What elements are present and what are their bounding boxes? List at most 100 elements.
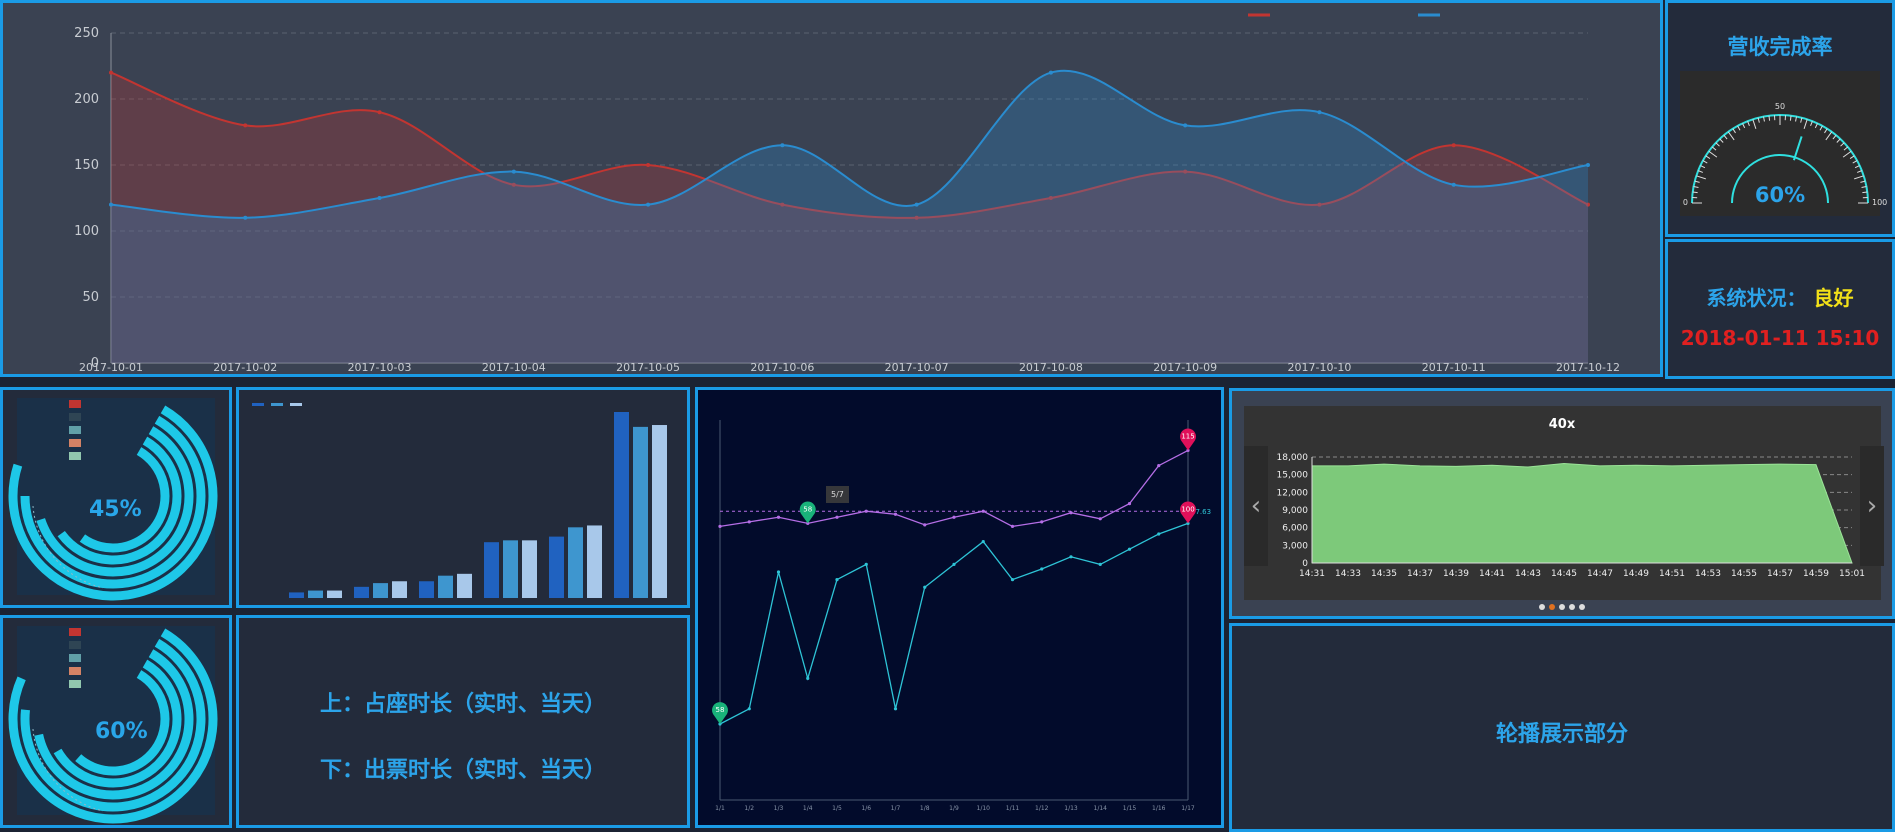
bar xyxy=(392,581,407,598)
x-tick-label: 14:43 xyxy=(1515,569,1541,579)
bar xyxy=(503,540,518,598)
y-tick-label: 12,000 xyxy=(1277,488,1309,498)
series-area-1 xyxy=(111,72,1588,363)
gauge-title: 营收完成率 xyxy=(1727,35,1833,59)
gauge-inner-arc xyxy=(1731,154,1829,204)
data-point xyxy=(835,515,839,519)
average-label: 97.63 xyxy=(1191,508,1211,516)
gauge-tick xyxy=(1824,128,1828,134)
gauge-tick xyxy=(1692,191,1698,194)
x-tick-label: 2017-10-07 xyxy=(885,361,949,374)
carousel-dot[interactable] xyxy=(1579,604,1585,610)
data-point xyxy=(1586,163,1590,167)
gauge-tick-label: 100 xyxy=(1872,198,1887,207)
gauge-tick xyxy=(1752,119,1757,129)
bar xyxy=(327,590,342,598)
mid-marker-label: 58 xyxy=(803,505,812,513)
legend-swatch xyxy=(69,628,81,636)
data-point xyxy=(1010,578,1015,582)
gauge-tick xyxy=(1723,134,1728,140)
carousel-dot[interactable] xyxy=(1569,604,1575,610)
data-point xyxy=(1127,547,1132,551)
x-tick-label: 2017-10-02 xyxy=(213,361,277,374)
x-tick-label: 2017-10-05 xyxy=(616,361,680,374)
status-datetime: 2018-01-11 15:10 xyxy=(1680,326,1880,350)
data-point xyxy=(646,202,651,207)
x-tick-label: 2017-10-12 xyxy=(1556,361,1620,374)
data-point xyxy=(1586,202,1590,207)
x-tick-label: 1/13 xyxy=(1064,805,1078,812)
x-tick-label: 1/6 xyxy=(861,805,871,812)
carousel-dot[interactable] xyxy=(1559,604,1565,610)
line-chart: 1/1 1/2 1/3 1/4 1/5 1/6 1/7 1/8 1/9 1/10 1/11 1/12 1… xyxy=(712,420,1211,812)
history-chart-panel: 40x 18,000 15,000 12,000 9,000 6,000 3,000 0 14… xyxy=(1229,388,1895,619)
gauge-tick xyxy=(1702,160,1708,164)
max-marker-label: 115 xyxy=(1181,432,1194,440)
prev-arrow-button[interactable]: ‹ xyxy=(1244,446,1268,566)
data-point xyxy=(914,215,919,220)
ring-track xyxy=(32,728,104,812)
gauge-tick xyxy=(1705,155,1711,159)
data-point xyxy=(1098,517,1102,521)
gauge-tick xyxy=(1825,131,1833,141)
data-point xyxy=(747,520,751,524)
bar xyxy=(633,426,648,598)
gauge-tick xyxy=(1795,116,1797,122)
ring-arc xyxy=(75,670,170,776)
data-point xyxy=(1040,520,1044,524)
gauge-panel: 营收完成率 0 50 100 60% xyxy=(1665,0,1895,237)
carousel-dot[interactable] xyxy=(1539,604,1545,610)
y-tick-label: 250 xyxy=(74,26,99,41)
data-point xyxy=(893,707,898,711)
data-point xyxy=(780,202,785,207)
gauge-tick xyxy=(1763,116,1765,122)
data-point xyxy=(1157,532,1161,536)
data-point xyxy=(923,523,927,527)
ring-arc xyxy=(53,659,182,788)
legend-swatch xyxy=(69,680,81,688)
gauge-tick xyxy=(1842,150,1852,158)
ring-arc xyxy=(57,436,182,565)
ring-arc xyxy=(34,649,194,800)
ring-value-2: 60% xyxy=(95,719,148,744)
status-line: 系统状况： 良好 xyxy=(1668,282,1892,311)
x-tick-label: 15:01 xyxy=(1839,569,1865,579)
gauge-tick xyxy=(1727,131,1735,141)
legend-swatch xyxy=(69,413,81,421)
data-point xyxy=(1010,524,1015,528)
gauge-tick xyxy=(1856,170,1863,173)
gauge-background xyxy=(1680,71,1880,216)
end-marker xyxy=(1180,501,1196,524)
data-point xyxy=(1098,562,1102,566)
gauge-tick-label: 0 xyxy=(1683,198,1688,207)
legend-swatch xyxy=(69,400,81,408)
data-point xyxy=(776,515,781,519)
data-point xyxy=(835,578,839,582)
end-marker-label: 100 xyxy=(1181,505,1194,513)
x-tick-label: 14:59 xyxy=(1803,569,1829,579)
gauge-tick xyxy=(1719,138,1724,143)
x-tick-label: 1/8 xyxy=(920,805,930,812)
carousel-text: 轮播展示部分 xyxy=(1495,722,1628,747)
gauge-tick xyxy=(1819,125,1823,131)
gauge-tick xyxy=(1852,160,1858,164)
completion-gauge: 0 50 100 xyxy=(1680,71,1887,216)
chevron-left-icon: ‹ xyxy=(1250,491,1262,521)
x-tick-label: 14:49 xyxy=(1623,569,1649,579)
x-tick-label: 1/5 xyxy=(832,805,842,812)
data-point xyxy=(109,202,113,207)
next-arrow-button[interactable]: › xyxy=(1860,446,1884,566)
data-point xyxy=(780,143,785,148)
data-point xyxy=(981,509,985,513)
x-tick-label: 14:35 xyxy=(1371,569,1397,579)
carousel-dots[interactable] xyxy=(1232,595,1892,614)
carousel-dot[interactable] xyxy=(1549,604,1555,610)
gauge-tick xyxy=(1700,165,1706,169)
ring-chart-1 xyxy=(8,398,218,601)
gauge-tick xyxy=(1732,128,1736,134)
bar xyxy=(289,592,304,598)
ring-arc xyxy=(79,447,170,553)
gauge-tick xyxy=(1840,142,1845,147)
data-point xyxy=(646,163,651,167)
x-tick-label: 1/3 xyxy=(774,805,784,812)
